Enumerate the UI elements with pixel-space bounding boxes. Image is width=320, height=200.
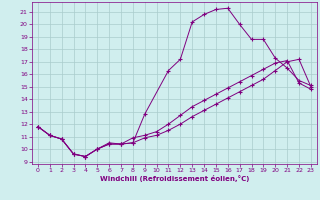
X-axis label: Windchill (Refroidissement éolien,°C): Windchill (Refroidissement éolien,°C) [100, 175, 249, 182]
